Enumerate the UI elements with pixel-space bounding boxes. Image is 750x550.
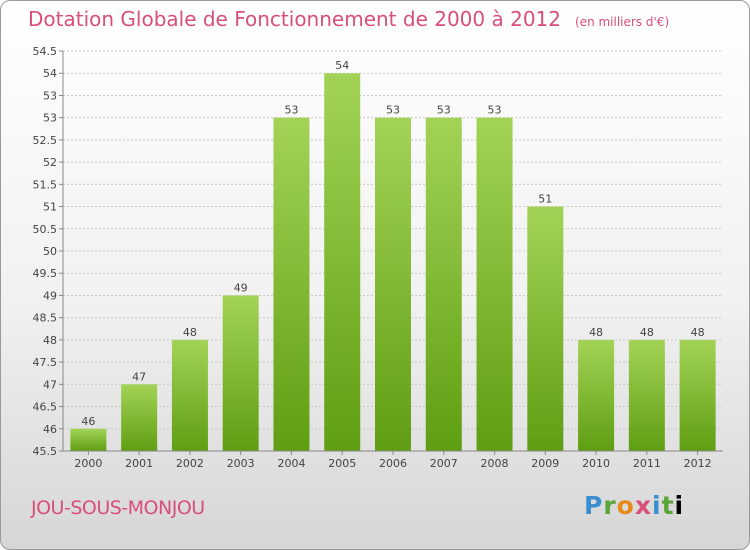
- y-tick-label: 46: [43, 423, 57, 436]
- y-tick-label: 52: [43, 156, 57, 169]
- bar-2006: [375, 117, 411, 452]
- y-tick-label: 49.5: [33, 267, 58, 280]
- x-tick-label: 2005: [328, 457, 356, 470]
- bar-value-label: 54: [335, 59, 349, 72]
- y-tick-label: 53: [43, 112, 57, 125]
- bar-value-label: 48: [589, 326, 603, 339]
- city-name: JOU-SOUS-MONJOU: [31, 497, 205, 519]
- x-tick-label: 2010: [582, 457, 610, 470]
- x-tick-label: 2011: [633, 457, 661, 470]
- x-tick-label: 2004: [277, 457, 305, 470]
- title-text: Dotation Globale de Fonctionnement de 20…: [28, 7, 561, 31]
- bar-value-label: 53: [386, 104, 400, 117]
- y-tick-label: 45.5: [33, 445, 58, 458]
- bar-value-label: 48: [691, 326, 705, 339]
- bar-2000: [70, 428, 107, 451]
- bar-value-label: 47: [132, 370, 146, 383]
- bar-2001: [121, 384, 158, 451]
- bar-value-label: 51: [538, 193, 552, 206]
- x-tick-label: 2007: [430, 457, 458, 470]
- y-tick-label: 51.5: [33, 178, 58, 191]
- proxiti-logo: Proxiti: [584, 491, 685, 520]
- y-tick-label: 52.5: [33, 134, 58, 147]
- x-tick-label: 2012: [684, 457, 712, 470]
- y-tick-label: 46.5: [33, 401, 58, 414]
- bar-value-label: 53: [488, 104, 502, 117]
- bar-2005: [324, 73, 361, 451]
- bar-2010: [578, 339, 615, 451]
- bar-2004: [273, 117, 310, 452]
- chart-title: Dotation Globale de Fonctionnement de 20…: [28, 7, 669, 31]
- x-tick-label: 2006: [379, 457, 407, 470]
- unit-note: (en milliers d'€): [575, 15, 670, 29]
- bar-2008: [476, 117, 513, 452]
- bar-value-label: 49: [234, 281, 248, 294]
- y-tick-label: 50: [43, 245, 57, 258]
- x-tick-label: 2001: [125, 457, 153, 470]
- y-tick-label: 47: [43, 378, 57, 391]
- y-tick-label: 54.5: [33, 45, 58, 58]
- x-tick-label: 2002: [176, 457, 204, 470]
- y-tick-label: 48: [43, 334, 57, 347]
- x-tick-label: 2009: [531, 457, 559, 470]
- bar-value-label: 48: [183, 326, 197, 339]
- bar-value-label: 53: [284, 104, 298, 117]
- bar-value-label: 46: [81, 415, 95, 428]
- x-tick-label: 2008: [481, 457, 509, 470]
- bar-2009: [527, 206, 564, 451]
- bar-2012: [679, 339, 716, 451]
- y-tick-label: 47.5: [33, 356, 58, 369]
- bar-2011: [628, 339, 665, 451]
- bar-2002: [171, 339, 208, 451]
- y-tick-label: 50.5: [33, 223, 58, 236]
- y-tick-label: 48.5: [33, 312, 58, 325]
- y-tick-label: 54: [43, 67, 57, 80]
- bar-value-label: 53: [437, 104, 451, 117]
- x-tick-label: 2000: [74, 457, 102, 470]
- y-tick-label: 53: [43, 89, 57, 102]
- x-tick-label: 2003: [227, 457, 255, 470]
- bar-2007: [425, 117, 462, 452]
- y-tick-label: 51: [43, 201, 57, 214]
- bar-value-label: 48: [640, 326, 654, 339]
- bar-2003: [222, 295, 259, 451]
- y-tick-label: 49: [43, 289, 57, 302]
